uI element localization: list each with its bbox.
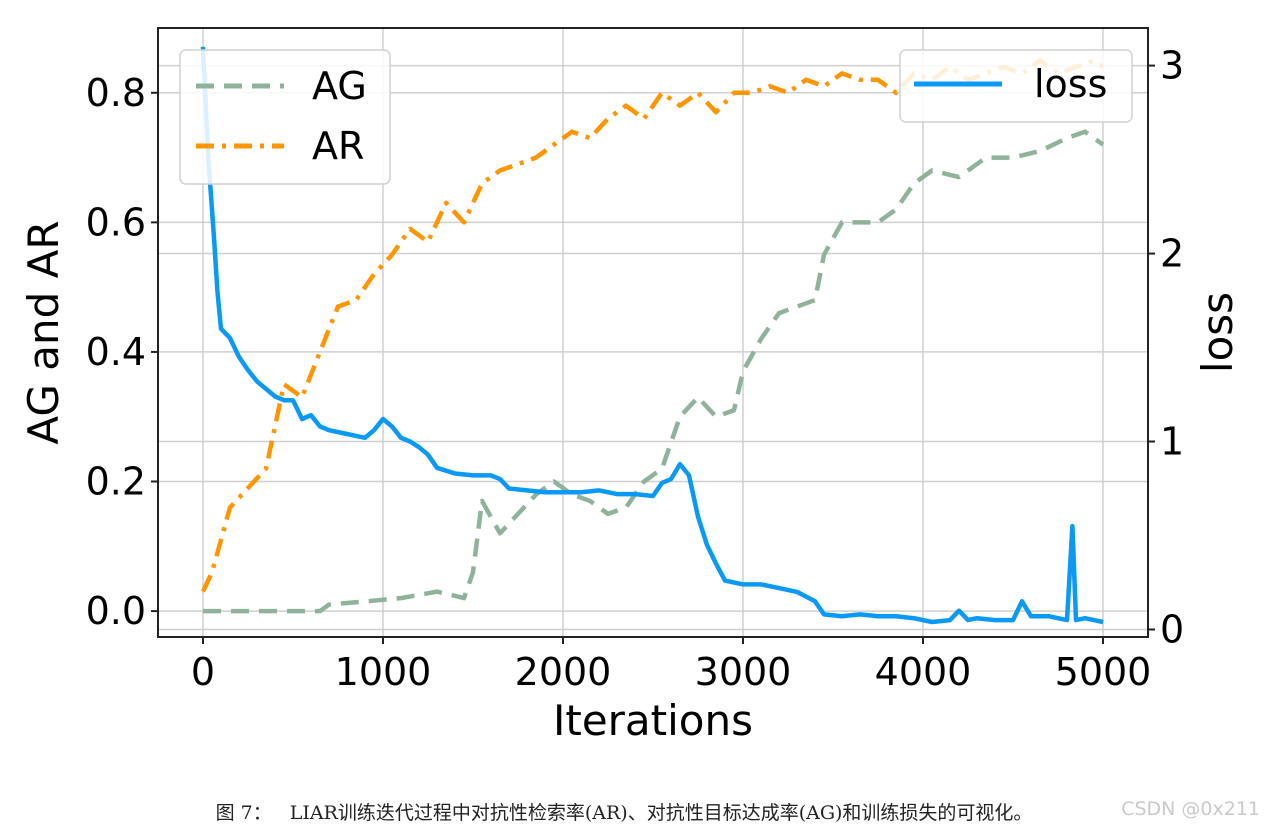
- y-right-tick-label: 3: [1160, 44, 1184, 88]
- caption-label: 图 7：: [215, 802, 272, 824]
- y-left-tick-label: 0.8: [86, 71, 146, 115]
- y-left-tick-label: 0.4: [86, 330, 146, 374]
- series-line-AG: [203, 129, 1105, 614]
- x-axis-label: Iterations: [553, 696, 753, 745]
- x-tick-label: 3000: [695, 650, 792, 694]
- y-left-tick-label: 0.6: [86, 200, 146, 244]
- series-line-AR: [200, 58, 1105, 593]
- y-left-tick-label: 0.2: [86, 460, 146, 504]
- x-tick-label: 2000: [515, 650, 612, 694]
- y-right-tick-label: 0: [1160, 607, 1184, 651]
- legend-label-loss: loss: [1034, 62, 1107, 106]
- y-right-tick-label: 2: [1160, 232, 1184, 276]
- figure-caption: 图 7： LIAR训练迭代过程中对抗性检索率(AR)、对抗性目标达成率(AG)和训…: [0, 798, 1266, 825]
- legend-label-AR: AR: [312, 124, 364, 168]
- caption-text: LIAR训练迭代过程中对抗性检索率(AR)、对抗性目标达成率(AG)和训练损失的…: [289, 802, 1033, 824]
- plot-frame: [157, 27, 1149, 638]
- x-tick-label: 0: [191, 650, 215, 694]
- x-tick-label: 4000: [875, 650, 972, 694]
- y-right-tick-label: 1: [1160, 420, 1184, 464]
- x-tick-label: 5000: [1055, 650, 1152, 694]
- y-right-axis-label: loss: [1193, 292, 1242, 373]
- y-left-tick-label: 0.0: [86, 589, 146, 633]
- watermark: CSDN @0x211: [1121, 798, 1260, 820]
- series-line-loss: [200, 46, 1104, 625]
- legend-right-box: [899, 49, 1133, 123]
- y-left-axis-label: AG and AR: [19, 220, 68, 444]
- chart: 0 1000 2000 3000 4000 5000 0.0 0.2 0.4 0.6 0.8 0 1 2 3…: [19, 27, 1242, 745]
- x-tick-label: 1000: [335, 650, 432, 694]
- legend-label-AG: AG: [312, 64, 367, 108]
